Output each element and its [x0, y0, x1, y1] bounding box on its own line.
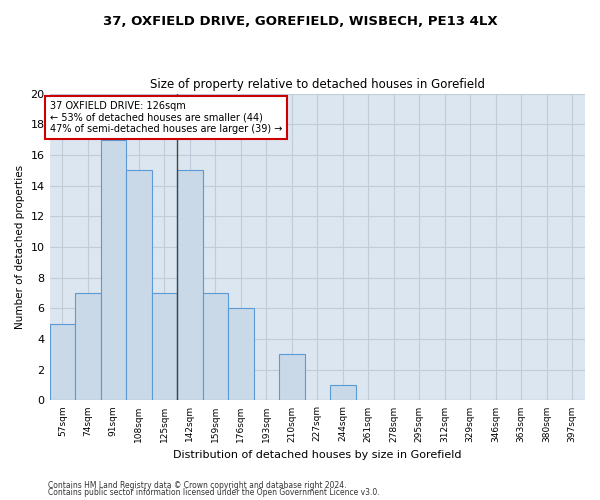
Bar [177, 170, 203, 400]
Text: 37 OXFIELD DRIVE: 126sqm
← 53% of detached houses are smaller (44)
47% of semi-d: 37 OXFIELD DRIVE: 126sqm ← 53% of detach… [50, 101, 282, 134]
Bar [75, 293, 101, 401]
Bar [101, 140, 126, 400]
Bar [50, 324, 75, 400]
X-axis label: Distribution of detached houses by size in Gorefield: Distribution of detached houses by size … [173, 450, 461, 460]
Bar [203, 293, 228, 401]
Bar [228, 308, 254, 400]
Y-axis label: Number of detached properties: Number of detached properties [15, 165, 25, 329]
Bar [330, 385, 356, 400]
Text: Contains HM Land Registry data © Crown copyright and database right 2024.: Contains HM Land Registry data © Crown c… [48, 480, 347, 490]
Title: Size of property relative to detached houses in Gorefield: Size of property relative to detached ho… [150, 78, 485, 91]
Bar [126, 170, 152, 400]
Text: Contains public sector information licensed under the Open Government Licence v3: Contains public sector information licen… [48, 488, 380, 497]
Text: 37, OXFIELD DRIVE, GOREFIELD, WISBECH, PE13 4LX: 37, OXFIELD DRIVE, GOREFIELD, WISBECH, P… [103, 15, 497, 28]
Bar [279, 354, 305, 401]
Bar [152, 293, 177, 401]
